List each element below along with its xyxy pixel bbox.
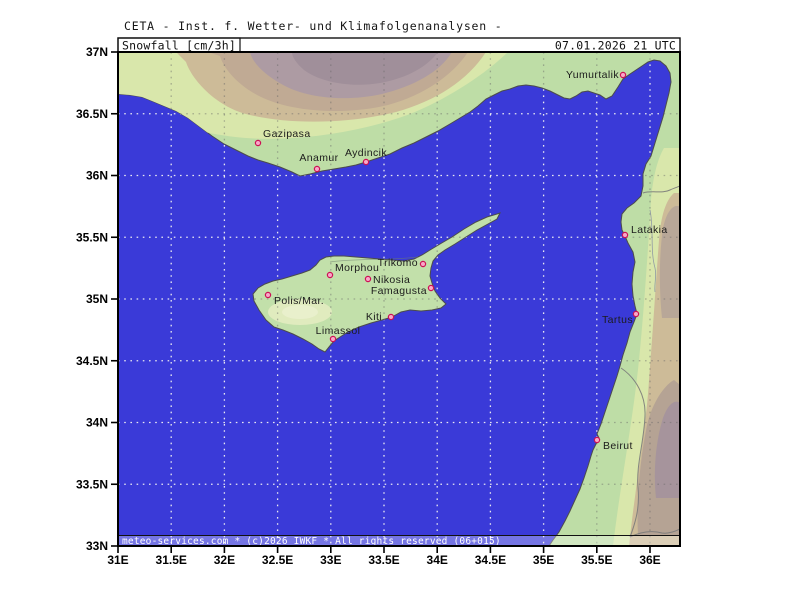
axis-layer: 31E 31.5E 32E 32.5E 33E 33.5E 34E 34.5E 35E 35.5E… xyxy=(76,45,661,567)
map-frame xyxy=(117,51,681,547)
city-label: Trikomo xyxy=(378,257,418,269)
border-turkey-syria xyxy=(642,185,680,194)
city: Latakia xyxy=(621,224,668,239)
borders xyxy=(620,185,680,538)
city-label: Anamur xyxy=(299,152,338,164)
lat-label: 36.5N xyxy=(76,107,108,121)
city-marker xyxy=(593,436,601,444)
city-label: Morphou xyxy=(335,262,379,274)
city: Morphou xyxy=(326,262,379,279)
city: Anamur xyxy=(299,152,338,173)
city-label: Beirut xyxy=(603,440,633,452)
lon-label: 31E xyxy=(107,553,128,567)
city: Tartus xyxy=(602,310,640,326)
city-label: Latakia xyxy=(631,224,668,236)
city-marker xyxy=(427,284,435,292)
lon-label: 36E xyxy=(639,553,660,567)
city-label: Famagusta xyxy=(371,285,427,297)
copyright-bar-bg xyxy=(118,535,680,546)
copyright-bar: meteo-services.com * (c)2026 IWKF * All … xyxy=(118,535,680,547)
city: Limassol xyxy=(316,325,361,343)
city-marker xyxy=(621,231,629,239)
lon-label: 35E xyxy=(533,553,554,567)
city-label: Aydincik xyxy=(345,147,387,159)
city: Yumurtalik xyxy=(566,69,627,81)
border-south xyxy=(629,528,680,538)
city-label: Gazipasa xyxy=(263,128,311,140)
city-layer: Gazipasa Anamur Aydincik Yumurtalik Latakia T… xyxy=(254,69,668,452)
city-label: Kiti xyxy=(366,311,382,323)
lon-label: 34.5E xyxy=(475,553,506,567)
map-body: meteo-services.com * (c)2026 IWKF * All … xyxy=(76,45,681,567)
lat-label: 33N xyxy=(86,539,108,553)
city: Gazipasa xyxy=(254,128,311,147)
lon-label: 33E xyxy=(320,553,341,567)
city: Famagusta xyxy=(371,284,435,297)
city-marker xyxy=(254,139,262,147)
city-marker xyxy=(387,313,395,321)
lat-label: 33.5N xyxy=(76,477,108,491)
river-orontes xyxy=(649,209,657,293)
lat-label: 34N xyxy=(86,416,108,430)
city: Beirut xyxy=(593,436,633,452)
kyrenia-ridge-contour xyxy=(329,256,419,263)
lon-label: 35.5E xyxy=(581,553,612,567)
city-marker xyxy=(264,291,272,299)
city-marker xyxy=(329,335,337,343)
city-label: Nikosia xyxy=(373,274,410,286)
lat-label: 35.5N xyxy=(76,230,108,244)
city-label: Limassol xyxy=(316,325,361,337)
city: Aydincik xyxy=(345,147,387,166)
copyright-text: meteo-services.com * (c)2026 IWKF * All … xyxy=(122,536,501,547)
city-marker xyxy=(313,165,321,173)
lon-label: 33.5E xyxy=(368,553,399,567)
lon-label: 32E xyxy=(214,553,235,567)
city-label: Yumurtalik xyxy=(566,69,619,81)
border-syria-lebanon xyxy=(620,367,646,538)
city-marker xyxy=(362,158,370,166)
valid-datetime: 07.01.2026 21 UTC xyxy=(555,39,676,53)
city: Polis/Mar. xyxy=(264,291,324,307)
map-title: CETA - Inst. f. Wetter- und Klimafolgena… xyxy=(124,19,502,33)
city-label: Tartus xyxy=(602,314,633,326)
lon-label: 32.5E xyxy=(262,553,293,567)
city-marker xyxy=(364,275,372,283)
lat-label: 34.5N xyxy=(76,354,108,368)
land-layers xyxy=(118,52,680,546)
city-marker xyxy=(326,271,334,279)
product-bar: Snowfall_[cm/3h] 07.01.2026 21 UTC xyxy=(117,37,681,54)
lat-label: 37N xyxy=(86,45,108,59)
city-marker xyxy=(619,71,627,79)
lat-label: 35N xyxy=(86,292,108,306)
city-marker xyxy=(419,260,427,268)
city: Nikosia xyxy=(364,274,410,286)
city: Trikomo xyxy=(378,257,427,269)
lon-label: 31.5E xyxy=(156,553,187,567)
city: Kiti xyxy=(366,311,395,323)
troodos-core xyxy=(282,305,318,319)
elevation-bands xyxy=(118,52,680,546)
lat-label: 36N xyxy=(86,169,108,183)
lon-label: 34E xyxy=(427,553,448,567)
city-label: Polis/Mar. xyxy=(274,295,324,307)
product-label: Snowfall_[cm/3h] xyxy=(122,39,236,53)
city-marker xyxy=(632,310,640,318)
